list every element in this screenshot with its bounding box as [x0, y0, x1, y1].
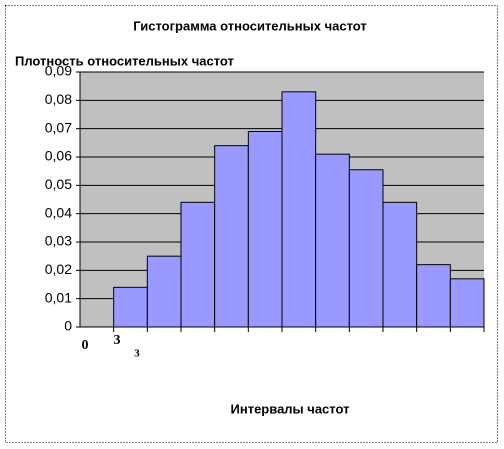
bar [180, 201, 216, 328]
bar [449, 278, 485, 328]
bar [214, 145, 249, 328]
y-tick-label: 0,09 [45, 63, 72, 79]
y-tick-label: 0,03 [45, 233, 72, 249]
bar [315, 153, 350, 328]
bar [281, 91, 317, 328]
y-tick-label: 0,07 [45, 119, 72, 135]
chart-title: Гистограмма относительных частот [133, 18, 367, 33]
y-tick-label: 0,05 [45, 176, 72, 192]
x-tick-label: 3 [134, 348, 140, 360]
y-tick-label: 0,02 [45, 261, 72, 277]
y-tick-label: 0,01 [45, 289, 72, 305]
x-axis-label: Интервалы частот [231, 401, 350, 416]
y-tick-label: 0,04 [45, 204, 72, 220]
bar [416, 264, 451, 328]
bar [348, 169, 384, 328]
x-tick-label: 3 [114, 333, 121, 348]
y-axis-label: Плотность относительных частот [15, 53, 234, 68]
x-tick-label: 0 [82, 338, 89, 353]
y-tick-label: 0,08 [45, 91, 72, 107]
bar [146, 255, 182, 328]
bar [247, 131, 283, 328]
y-tick-label: 0 [64, 318, 72, 334]
y-tick-label: 0,06 [45, 148, 72, 164]
bar [382, 201, 418, 328]
bar [113, 286, 148, 328]
